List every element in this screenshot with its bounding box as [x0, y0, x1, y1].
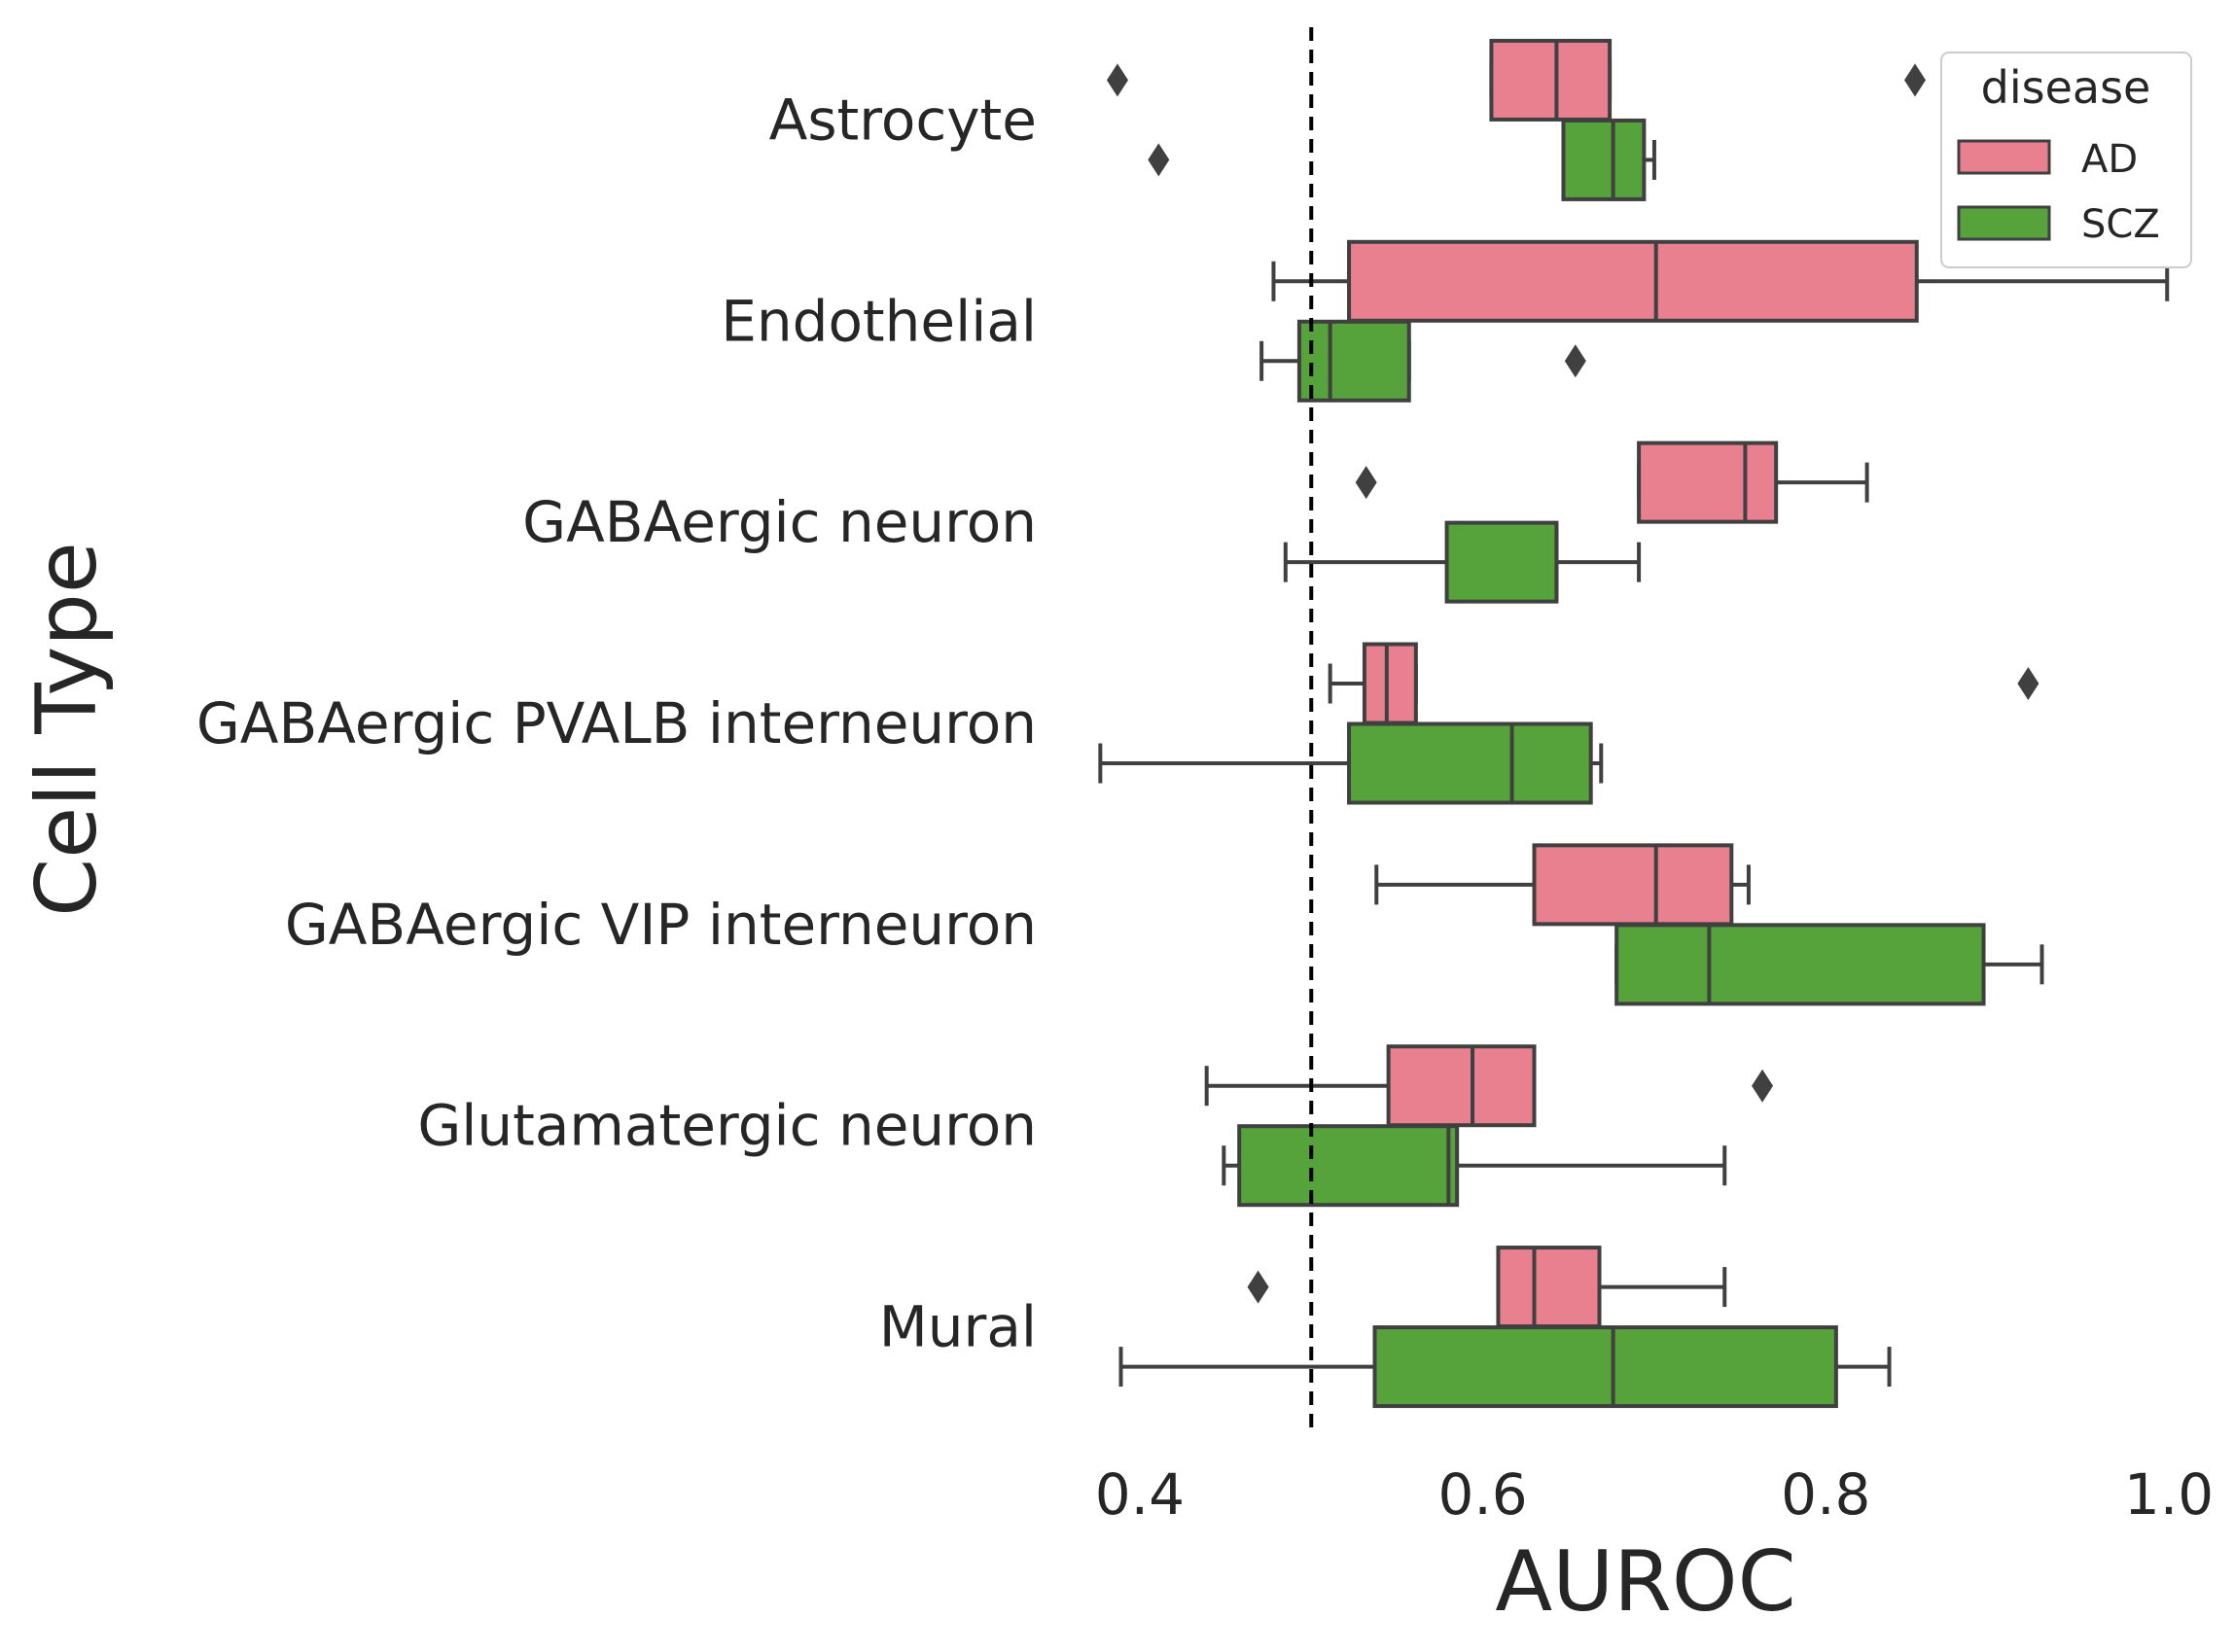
x-tick-labels: 0.4 0.6 0.8 1.0 — [1095, 1461, 2214, 1528]
outlier-point — [1752, 1069, 1774, 1103]
outlier-point — [1148, 143, 1170, 177]
box-scz-4 — [1614, 923, 2044, 1006]
legend-label-scz: SCZ — [2081, 202, 2160, 247]
box-iqr — [1561, 118, 1647, 201]
box-iqr — [1444, 520, 1559, 604]
legend-label-ad: AD — [2081, 137, 2138, 182]
x-axis-title: AUROC — [1495, 1533, 1795, 1631]
y-tick-label: GABAergic neuron — [522, 489, 1037, 555]
box-ad-5 — [1204, 1044, 1774, 1128]
box-ad-2 — [1355, 440, 1869, 524]
box-scz-0 — [1148, 118, 1656, 201]
legend-swatch-scz — [1957, 205, 2051, 241]
y-tick-label: Mural — [879, 1294, 1037, 1360]
box-iqr — [1372, 1325, 1838, 1409]
box-scz-3 — [1098, 721, 1604, 805]
box-ad-3 — [1328, 642, 2039, 725]
box-iqr — [1489, 38, 1613, 122]
outlier-point — [2017, 667, 2039, 700]
outlier-point — [1904, 63, 1927, 97]
outlier-point — [1247, 1270, 1269, 1304]
box-iqr — [1532, 843, 1734, 927]
outlier-point — [1564, 344, 1586, 378]
box-iqr — [1347, 721, 1593, 805]
box-iqr — [1237, 1124, 1460, 1208]
box-iqr — [1496, 1246, 1602, 1329]
box-scz-1 — [1259, 319, 1586, 403]
box-iqr — [1386, 1044, 1537, 1128]
y-tick-label: Glutamatergic neuron — [417, 1093, 1037, 1159]
box-ad-6 — [1247, 1246, 1727, 1329]
box-iqr — [1637, 440, 1779, 524]
legend-swatch-ad — [1957, 139, 2051, 175]
x-tick-label: 0.4 — [1095, 1461, 1185, 1528]
outlier-point — [1355, 466, 1377, 500]
y-tick-label: Endothelial — [721, 288, 1037, 354]
box-iqr — [1614, 923, 1986, 1006]
box-scz-5 — [1222, 1124, 1727, 1208]
box-iqr — [1362, 642, 1418, 725]
x-tick-label: 0.8 — [1781, 1461, 1870, 1528]
y-tick-label: Astrocyte — [769, 87, 1037, 153]
box-iqr — [1296, 319, 1411, 403]
y-axis-title: Cell Type — [18, 542, 116, 917]
legend-title: disease — [1981, 61, 2151, 114]
box-scz-2 — [1283, 520, 1642, 604]
box-scz-6 — [1118, 1325, 1892, 1409]
box-iqr — [1347, 239, 1919, 323]
y-tick-label: GABAergic PVALB interneuron — [196, 690, 1037, 756]
plot-area — [1098, 27, 2170, 1431]
outlier-point — [1106, 63, 1128, 97]
box-ad-0 — [1106, 38, 1927, 122]
y-tick-label: GABAergic VIP interneuron — [285, 892, 1037, 958]
legend: disease AD SCZ — [1940, 52, 2192, 268]
x-tick-label: 0.6 — [1437, 1461, 1527, 1528]
x-tick-label: 1.0 — [2124, 1461, 2214, 1528]
y-tick-labels: Astrocyte Endothelial GABAergic neuron GABA… — [196, 87, 1037, 1359]
box-ad-4 — [1374, 843, 1751, 927]
boxes-layer — [1098, 38, 2170, 1409]
